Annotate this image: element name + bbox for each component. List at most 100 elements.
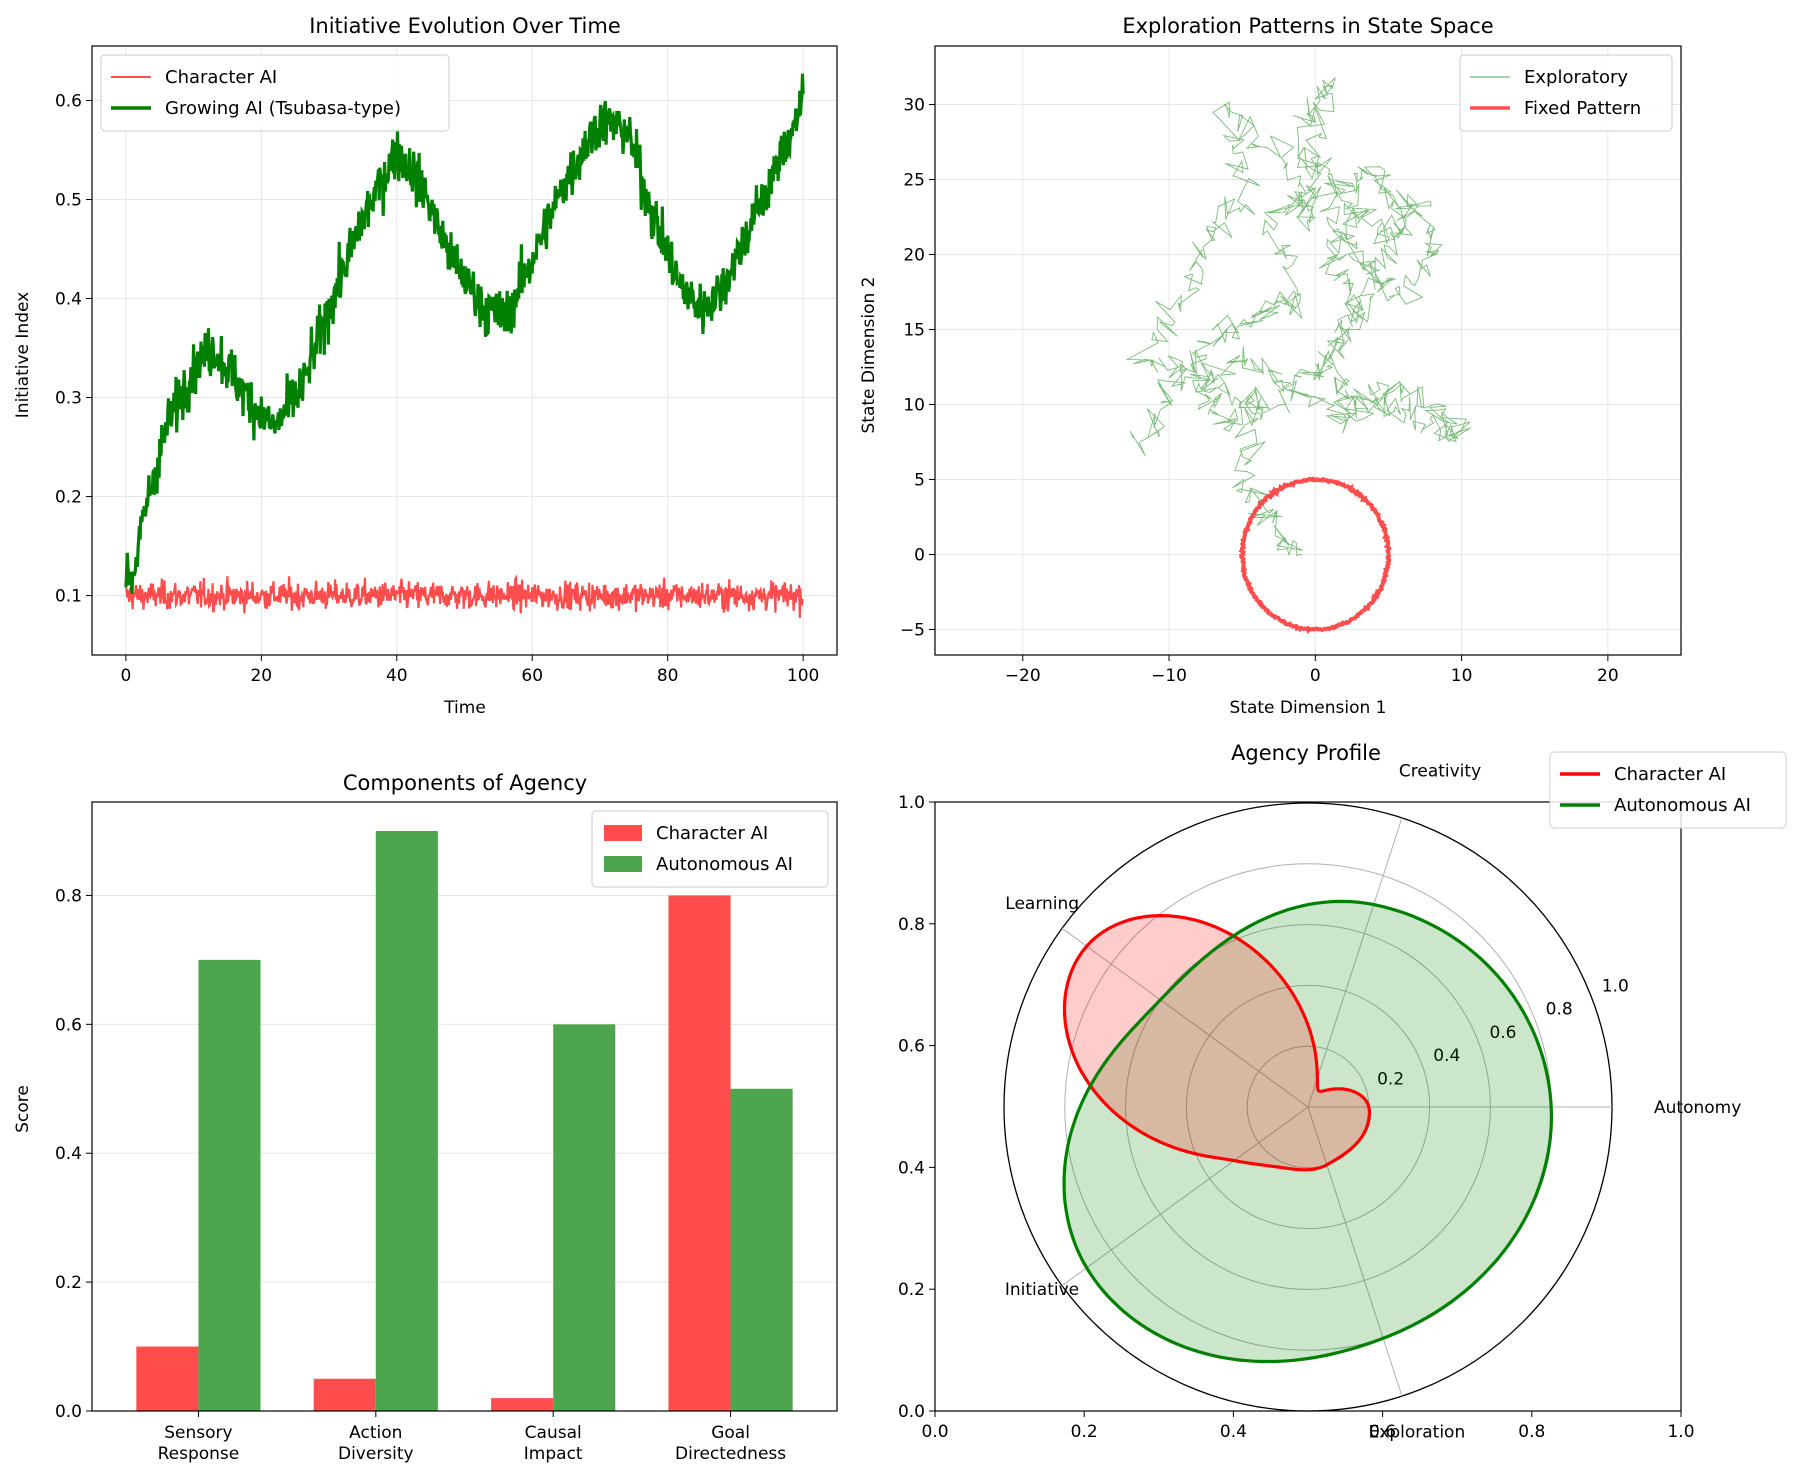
panel-components-of-agency: Components of Agency Score SensoryRespon… — [13, 771, 838, 1464]
bar-character-ai — [668, 895, 731, 1411]
y-tick-label: 15 — [903, 321, 925, 341]
bar-autonomous-ai — [198, 959, 261, 1411]
category-label-initiative: Initiative — [1005, 1280, 1079, 1300]
y-tick-label: 0.6 — [55, 91, 82, 111]
outer-y-tick-label: 0.6 — [898, 1037, 925, 1057]
series-line-character-ai — [1062, 913, 1371, 1172]
y-tick-label: 10 — [903, 396, 925, 416]
legend-frame — [100, 54, 450, 132]
legend-label-2: Fixed Pattern — [1524, 98, 1641, 119]
legend-label-1: Exploratory — [1524, 67, 1628, 88]
panel-initiative-evolution: Initiative Evolution Over Time Time Init… — [13, 14, 838, 718]
radial-tick-label: 0.8 — [1546, 1000, 1573, 1020]
y-tick-label: 0.4 — [55, 290, 82, 310]
y-tick-label: 0.4 — [55, 1144, 82, 1164]
x-tick-label: Goal — [711, 1423, 750, 1443]
outer-y-tick-label: 0.2 — [898, 1280, 925, 1300]
series-line-exploratory — [1125, 77, 1471, 556]
x-tick-label: −20 — [1005, 666, 1041, 686]
bar-autonomous-ai — [375, 831, 438, 1411]
x-tick-label: 20 — [1597, 666, 1619, 686]
y-tick-label: 20 — [903, 246, 925, 266]
series-line-autonomous-ai — [1062, 899, 1553, 1364]
bar-autonomous-ai — [730, 1088, 793, 1411]
chart-title: Agency Profile — [1231, 741, 1381, 765]
x-tick-label: Diversity — [338, 1444, 414, 1464]
x-tick-label: 0 — [120, 666, 131, 686]
outer-y-tick-label: 1.0 — [898, 793, 925, 813]
bar-character-ai — [491, 1398, 554, 1411]
outer-x-tick-label: 0.0 — [921, 1422, 948, 1442]
y-tick-label: 0.0 — [55, 1402, 82, 1422]
x-tick-label: Impact — [524, 1444, 583, 1464]
x-tick-label: Directedness — [675, 1444, 786, 1464]
legend-label-1: Character AI — [165, 67, 277, 88]
x-tick-label: 100 — [787, 666, 819, 686]
series-line-character-ai — [124, 574, 804, 618]
y-tick-label: 0.1 — [55, 587, 82, 607]
chart-title: Exploration Patterns in State Space — [1122, 14, 1493, 38]
outer-x-tick-label: 0.4 — [1220, 1422, 1247, 1442]
radial-tick-label: 1.0 — [1602, 976, 1629, 996]
x-tick-label: 40 — [386, 666, 408, 686]
x-tick-label: 0 — [1310, 666, 1321, 686]
y-tick-label: 0 — [914, 546, 925, 566]
outer-y-tick-label: 0.0 — [898, 1402, 925, 1422]
plot-frame — [934, 45, 1682, 656]
x-axis-label: Time — [443, 698, 486, 718]
y-axis-label: State Dimension 2 — [859, 277, 879, 434]
y-axis-label: Initiative Index — [13, 292, 33, 418]
y-tick-label: 0.3 — [55, 389, 82, 409]
bar-character-ai — [313, 1378, 376, 1411]
x-tick-label: 10 — [1451, 666, 1473, 686]
y-tick-label: 0.6 — [55, 1015, 82, 1035]
outer-x-tick-label: 0.2 — [1071, 1422, 1098, 1442]
radial-tick-label: 0.4 — [1433, 1046, 1460, 1066]
legend-frame — [591, 810, 829, 888]
x-tick-label: Causal — [525, 1423, 582, 1443]
legend-label-2: Growing AI (Tsubasa-type) — [165, 98, 401, 119]
category-label-learning: Learning — [1005, 894, 1079, 914]
category-label-autonomy: Autonomy — [1654, 1098, 1741, 1118]
polar-spoke — [1307, 1106, 1403, 1397]
y-tick-label: 25 — [903, 171, 925, 191]
plot-frame — [91, 801, 838, 1412]
legend-swatch-2 — [604, 856, 642, 872]
series-fill-autonomous-ai — [1064, 901, 1552, 1362]
radial-tick-label: 0.2 — [1377, 1069, 1404, 1089]
bar-character-ai — [136, 1346, 199, 1411]
chart-title: Initiative Evolution Over Time — [309, 14, 621, 38]
outer-y-tick-label: 0.8 — [898, 915, 925, 935]
y-tick-label: 0.8 — [55, 886, 82, 906]
y-tick-label: 30 — [903, 96, 925, 116]
radial-tick-label: 0.6 — [1489, 1023, 1516, 1043]
polar-spoke — [1061, 1106, 1309, 1287]
legend-label-1: Character AI — [1614, 764, 1726, 785]
outer-x-tick-label: 0.6 — [1369, 1422, 1396, 1442]
legend-label-2: Autonomous AI — [656, 854, 793, 875]
legend-frame — [1459, 54, 1673, 132]
outer-x-tick-label: 0.8 — [1518, 1422, 1545, 1442]
x-tick-label: −10 — [1151, 666, 1187, 686]
y-tick-label: 5 — [914, 471, 925, 491]
y-tick-label: 0.2 — [55, 1273, 82, 1293]
series-fill-character-ai — [1064, 915, 1370, 1170]
polar-spoke — [1061, 927, 1309, 1108]
y-tick-label: −5 — [900, 621, 925, 641]
legend-swatch-1 — [604, 825, 642, 841]
outer-y-tick-label: 0.4 — [898, 1158, 925, 1178]
series-line-fixed-pattern — [1238, 476, 1392, 635]
bar-autonomous-ai — [553, 1024, 616, 1411]
x-tick-label: Sensory — [164, 1423, 232, 1443]
legend-label-1: Character AI — [656, 823, 768, 844]
y-tick-label: 0.2 — [55, 488, 82, 508]
plot-frame — [91, 45, 838, 656]
polar-spoke — [1307, 817, 1403, 1108]
legend-frame — [1549, 751, 1787, 829]
x-tick-label: 60 — [521, 666, 543, 686]
x-axis-label: State Dimension 1 — [1230, 698, 1387, 718]
chart-title: Components of Agency — [343, 771, 587, 795]
legend-label-2: Autonomous AI — [1614, 795, 1751, 816]
x-tick-label: Action — [349, 1423, 402, 1443]
